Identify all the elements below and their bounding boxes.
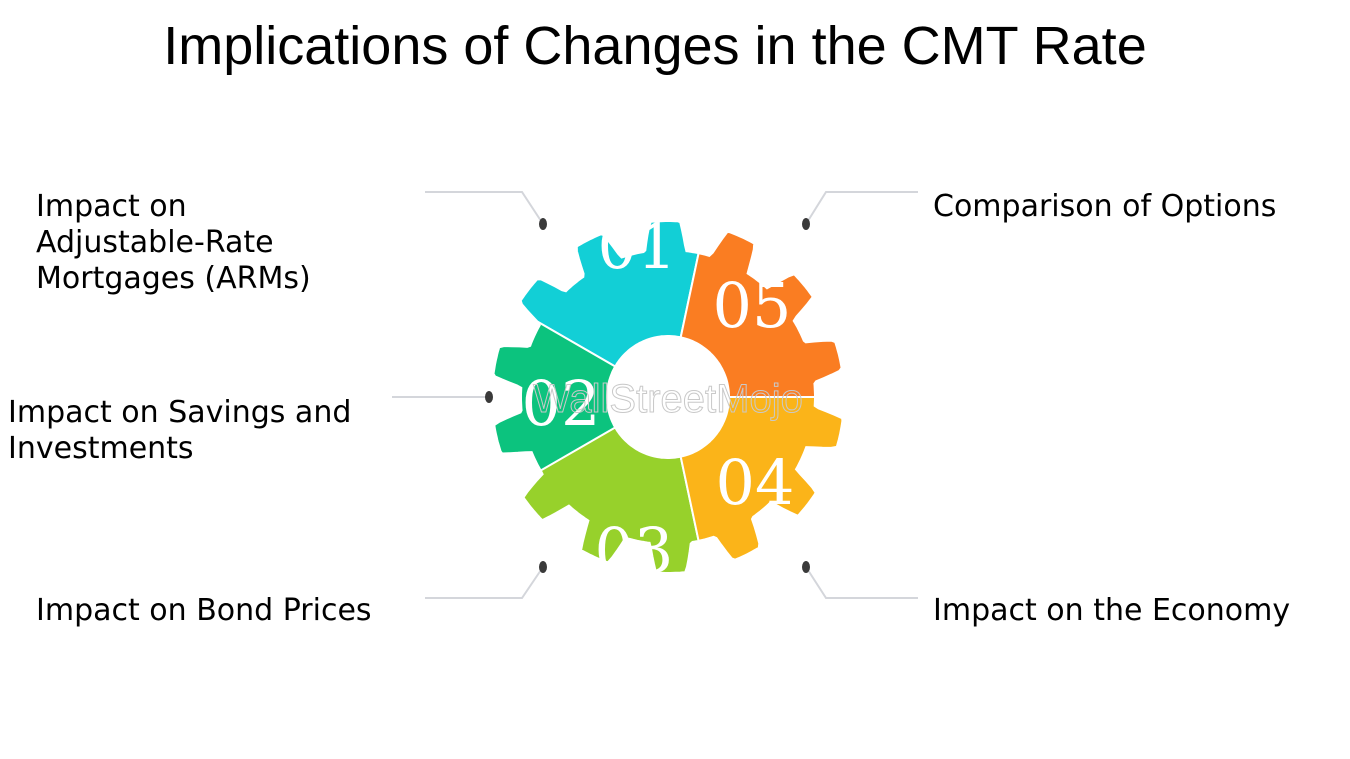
gear-segment-04 — [679, 396, 844, 561]
gear-segment-05 — [679, 230, 843, 398]
watermark: WallStreetMojo — [533, 377, 803, 421]
connector-dot-02 — [485, 391, 493, 403]
connector-dot-05 — [802, 218, 810, 230]
segment-label-03: Impact on Bond Prices — [36, 593, 372, 628]
gear-hub — [607, 336, 729, 458]
segment-label-01: Impact on Adjustable-Rate Mortgages (ARM… — [36, 189, 311, 296]
connector-line-01 — [425, 191, 544, 225]
segment-label-04: Impact on the Economy — [933, 593, 1291, 628]
connector-line-05 — [805, 191, 918, 225]
connector-line-03 — [425, 566, 544, 599]
segment-label-05: Comparison of Options — [933, 189, 1277, 224]
segment-number-03: 03 — [595, 514, 674, 587]
page-title: Implications of Changes in the CMT Rate — [163, 16, 1147, 76]
segment-label-02: Impact on Savings and Investments — [8, 395, 352, 466]
connector-dot-03 — [539, 561, 547, 573]
segment-number-04: 04 — [716, 446, 795, 519]
gear: 01 02 03 04 05 — [492, 210, 844, 587]
connector-line-04 — [805, 566, 918, 599]
segment-number-01: 01 — [598, 210, 677, 283]
segment-number-02: 02 — [522, 367, 601, 440]
connector-dot-01 — [539, 218, 547, 230]
connector-lines — [392, 191, 918, 599]
segment-number-05: 05 — [713, 269, 792, 342]
connector-dot-04 — [802, 561, 810, 573]
gear-segment-01 — [519, 220, 700, 368]
